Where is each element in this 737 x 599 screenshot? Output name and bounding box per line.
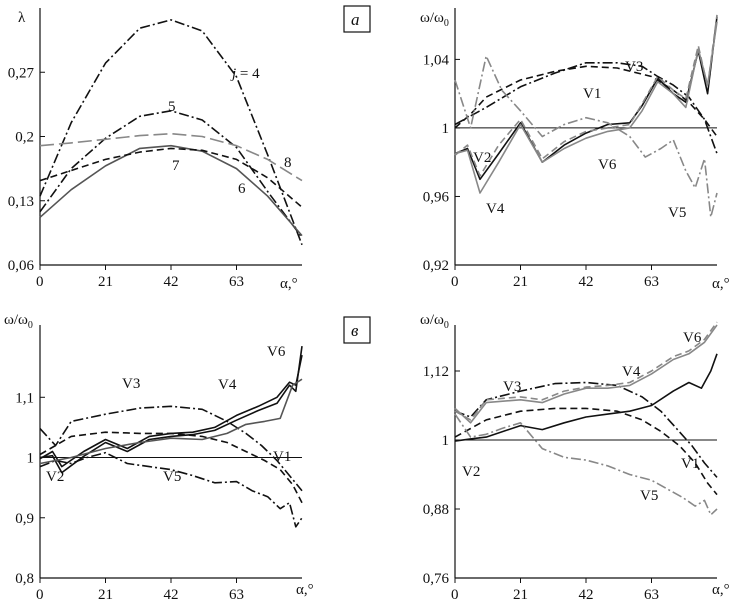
panel-c: ω/ω0 α,° в 0 21 42 63 0,8 0,9 1 1,1 V6 V3 V4 V1…: [4, 312, 371, 599]
y-axis-label: ω/ω0: [4, 312, 33, 331]
panel-d: ω/ω0 α,° 0 21 42 63 0,76 0,88 1 1,12 V6 V4 V3 V…: [420, 312, 730, 599]
series-line-v4: [454, 324, 718, 424]
y-tick-label: 0,88: [423, 502, 449, 518]
y-tick-label: 0,96: [423, 189, 450, 205]
series-line-8: [39, 132, 303, 182]
y-tick-label: 1,04: [423, 52, 450, 68]
series-line-v2: [39, 354, 303, 468]
annotation-v6: V6: [598, 157, 617, 173]
annotation-v3: V3: [122, 376, 140, 392]
annotation-v6: V6: [267, 344, 286, 360]
panel-tag-text: в: [351, 321, 359, 340]
annotation-v1: V1: [681, 456, 699, 472]
panel-tag: а: [343, 5, 371, 33]
y-tick-label: 1,12: [423, 364, 449, 380]
annotation-v4: V4: [622, 364, 641, 380]
panel-b: ω/ω0 α,° 0 21 42 63 0,92 0,96 1 1,04 V3 V1 V2 V…: [420, 8, 730, 292]
series-line-v6: [454, 14, 718, 177]
annotation-v4: V4: [486, 201, 505, 217]
series-line-v2: [454, 353, 718, 442]
y-tick-label: 1,1: [15, 390, 34, 406]
x-tick-label: 42: [164, 274, 179, 290]
series-line-v6: [454, 321, 718, 421]
y-tick-label: 0,9: [15, 511, 34, 527]
y-tick-label: 1: [442, 433, 450, 449]
series-line-v1: [454, 407, 718, 496]
x-tick-label: 21: [98, 274, 113, 290]
y-tick-label: 0,06: [8, 258, 35, 274]
x-tick-label: 0: [451, 274, 459, 290]
series-line-v1: [39, 431, 303, 504]
series-line-v4: [454, 21, 718, 194]
x-tick-label: 42: [579, 587, 594, 599]
x-tick-label: 0: [451, 587, 459, 599]
y-axis-label: λ: [18, 10, 26, 26]
annotation-v5: V5: [668, 205, 686, 221]
series-line-v5: [454, 55, 718, 218]
x-axis-label: α,°: [296, 582, 314, 598]
y-tick-label: 0,8: [15, 571, 34, 587]
annotation-6: 6: [238, 181, 246, 197]
y-tick-label: 0,76: [423, 571, 450, 587]
annotation-v5: V5: [163, 469, 181, 485]
series-line-v6: [39, 378, 303, 465]
annotation-v2: V2: [473, 150, 491, 166]
series-line-5: [39, 110, 303, 238]
annotation-v3: V3: [503, 379, 521, 395]
series-line-6: [39, 144, 303, 237]
annotation-j4: j = 4: [230, 66, 260, 82]
annotation-v6: V6: [683, 330, 702, 346]
x-tick-label: 21: [513, 587, 528, 599]
series-line-v3: [39, 405, 303, 492]
annotation-v2: V2: [46, 469, 64, 485]
annotations: V3 V1 V2 V6 V4 V5: [473, 59, 686, 221]
annotation-v1: V1: [583, 86, 601, 102]
series-line-v3: [454, 381, 718, 478]
annotation-v4: V4: [218, 377, 237, 393]
y-tick-label: 0,2: [15, 130, 34, 146]
x-axis-label: α,°: [280, 276, 298, 292]
annotation-v2: V2: [462, 464, 480, 480]
annotation-v5: V5: [640, 488, 658, 504]
annotation-v1: V1: [273, 449, 291, 465]
x-tick-label: 63: [229, 274, 244, 290]
series-line-v5: [39, 451, 303, 528]
x-tick-label: 21: [513, 274, 528, 290]
x-tick-label: 42: [579, 274, 594, 290]
series-line-v4: [39, 345, 303, 474]
y-tick-label: 1: [27, 451, 35, 467]
x-tick-label: 42: [164, 587, 179, 599]
series-line-7: [39, 147, 303, 208]
x-axis-label: α,°: [712, 582, 730, 598]
x-tick-label: 63: [229, 587, 244, 599]
x-tick-label: 63: [644, 274, 659, 290]
x-axis-label: α,°: [712, 276, 730, 292]
series-line-v3: [454, 61, 718, 154]
panel-a: λ α,° а 0 21 42 63 0,06 0,13 0,2 0,27 j = 4 5 7…: [8, 5, 371, 292]
x-tick-label: 0: [36, 587, 44, 599]
x-tick-label: 21: [98, 587, 113, 599]
annotation-5: 5: [168, 99, 176, 115]
series-line-v1: [454, 65, 718, 137]
x-tick-label: 63: [644, 587, 659, 599]
series-line-j4: [39, 19, 303, 246]
panel-tag: в: [343, 316, 371, 344]
y-tick-label: 0,92: [423, 258, 449, 274]
annotations: j = 4 5 7 6 8: [168, 66, 292, 197]
y-axis-label: ω/ω0: [420, 312, 449, 331]
y-axis-label: ω/ω0: [420, 10, 449, 29]
annotation-7: 7: [172, 158, 180, 174]
x-tick-label: 0: [36, 274, 44, 290]
panel-tag-text: а: [351, 10, 360, 29]
series-line-v5: [454, 413, 718, 516]
annotations: V6 V4 V3 V1 V2 V5: [462, 330, 702, 504]
annotation-v3: V3: [625, 59, 643, 75]
y-tick-label: 0,27: [8, 65, 35, 81]
y-tick-label: 1: [442, 121, 450, 137]
annotations: V6 V3 V4 V1 V2 V5: [46, 344, 291, 485]
annotation-8: 8: [284, 155, 292, 171]
y-tick-label: 0,13: [8, 194, 34, 210]
